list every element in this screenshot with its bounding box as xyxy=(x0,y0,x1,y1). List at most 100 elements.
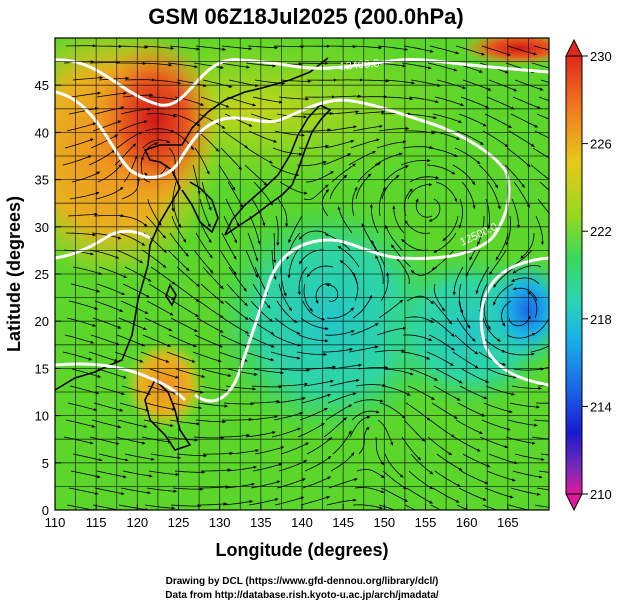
streamline xyxy=(536,113,549,120)
streamline xyxy=(481,45,511,56)
streamline xyxy=(324,139,355,149)
streamline xyxy=(68,300,99,310)
colorbar-fill xyxy=(566,56,582,494)
streamline xyxy=(381,174,400,200)
streamline xyxy=(510,113,539,128)
streamline xyxy=(98,266,128,278)
streamline xyxy=(252,463,283,472)
streamline xyxy=(495,232,509,261)
streamline xyxy=(377,45,409,51)
colorbar-tick-label: 230 xyxy=(590,49,612,64)
streamline xyxy=(145,402,176,411)
streamline xyxy=(377,419,394,446)
streamline xyxy=(251,385,283,389)
y-tick-label: 40 xyxy=(35,125,49,140)
streamline xyxy=(171,215,187,243)
contour-12400 xyxy=(55,57,549,107)
streamline xyxy=(511,385,543,390)
streamline xyxy=(325,283,339,302)
streamline xyxy=(352,271,359,302)
streamline xyxy=(409,368,439,381)
streamline xyxy=(95,385,126,396)
streamline xyxy=(301,393,332,404)
streamline xyxy=(222,130,249,149)
streamline xyxy=(452,266,464,296)
streamline xyxy=(535,402,549,404)
streamline xyxy=(150,453,182,460)
colorbar-tick-label: 222 xyxy=(590,224,612,239)
streamline xyxy=(245,62,277,68)
streamline xyxy=(97,368,127,379)
streamline xyxy=(512,265,542,274)
streamline xyxy=(442,215,459,242)
streamline xyxy=(122,283,151,298)
streamline xyxy=(253,181,273,206)
streamline xyxy=(483,402,513,414)
streamline xyxy=(64,138,94,149)
streamline xyxy=(436,453,463,471)
streamline xyxy=(326,45,357,49)
x-tick-label: 150 xyxy=(373,515,395,530)
streamline xyxy=(323,417,348,438)
streamline xyxy=(478,164,499,189)
streamline xyxy=(250,480,281,489)
streamline xyxy=(71,171,101,183)
streamline xyxy=(410,453,434,475)
streamline xyxy=(192,164,201,195)
streamline xyxy=(224,113,253,127)
streamline xyxy=(270,164,300,177)
streamline xyxy=(220,433,251,438)
streamline xyxy=(430,504,442,510)
streamline xyxy=(510,277,540,285)
streamline xyxy=(486,470,516,482)
streamline xyxy=(507,419,538,427)
streamline xyxy=(280,442,310,455)
streamline xyxy=(400,351,431,360)
streamline xyxy=(538,470,549,473)
x-tick-label: 115 xyxy=(86,515,107,530)
streamline xyxy=(118,504,149,510)
streamline xyxy=(65,419,96,428)
streamline xyxy=(96,470,127,479)
streamline xyxy=(510,487,541,496)
streamline xyxy=(299,408,328,421)
streamline xyxy=(254,446,285,455)
streamline xyxy=(326,125,358,132)
streamline xyxy=(540,453,549,456)
streamline xyxy=(71,368,102,378)
x-tick-label: 135 xyxy=(250,515,272,530)
streamline xyxy=(392,205,405,234)
streamline xyxy=(116,131,143,149)
streamline xyxy=(94,487,125,495)
streamline xyxy=(383,165,410,183)
streamline xyxy=(227,368,258,376)
plot-area: 12400.0 12500.0 xyxy=(55,38,549,510)
streamline xyxy=(67,212,99,217)
streamline xyxy=(303,379,334,387)
streamline xyxy=(288,215,303,244)
streamline xyxy=(166,351,196,363)
streamline xyxy=(329,378,360,387)
streamline xyxy=(512,470,543,479)
streamline xyxy=(355,173,372,200)
streamline xyxy=(326,307,355,319)
streamline xyxy=(536,487,549,491)
streamline xyxy=(252,96,283,104)
streamline xyxy=(348,151,377,166)
streamline xyxy=(396,257,410,285)
streamline xyxy=(150,79,182,85)
streamline xyxy=(402,334,433,342)
streamline xyxy=(454,147,481,165)
streamline xyxy=(118,317,147,331)
y-tick-label: 15 xyxy=(35,361,49,376)
streamline xyxy=(143,45,175,50)
streamline xyxy=(272,334,302,347)
streamline xyxy=(337,206,353,234)
streamline xyxy=(222,500,254,506)
streamline xyxy=(455,45,486,56)
streamline xyxy=(201,181,212,211)
streamline xyxy=(141,249,167,268)
streamline xyxy=(176,266,200,288)
streamline xyxy=(430,130,460,140)
streamline xyxy=(194,147,210,175)
